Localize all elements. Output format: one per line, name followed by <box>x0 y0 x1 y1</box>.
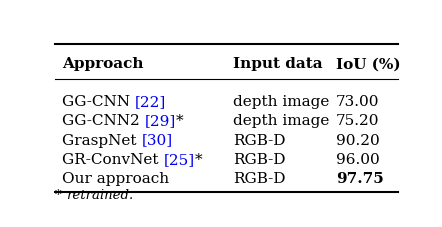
Text: *: * <box>194 152 202 166</box>
Text: GraspNet: GraspNet <box>62 133 141 147</box>
Text: Approach: Approach <box>62 57 144 71</box>
Text: [29]: [29] <box>145 114 176 128</box>
Text: GR-ConvNet: GR-ConvNet <box>62 152 164 166</box>
Text: retrained.: retrained. <box>66 188 133 201</box>
Text: 97.75: 97.75 <box>336 171 384 185</box>
Text: depth image: depth image <box>233 114 330 128</box>
Text: 90.20: 90.20 <box>336 133 380 147</box>
Text: RGB-D: RGB-D <box>233 171 286 185</box>
Text: GG-CNN: GG-CNN <box>62 95 135 109</box>
Text: Our approach: Our approach <box>62 171 169 185</box>
Text: 96.00: 96.00 <box>336 152 380 166</box>
Text: 73.00: 73.00 <box>336 95 380 109</box>
Text: RGB-D: RGB-D <box>233 152 286 166</box>
Text: [25]: [25] <box>164 152 194 166</box>
Text: 75.20: 75.20 <box>336 114 380 128</box>
Text: [30]: [30] <box>141 133 172 147</box>
Text: RGB-D: RGB-D <box>233 133 286 147</box>
Text: *: * <box>176 114 183 128</box>
Text: Input data: Input data <box>233 57 323 71</box>
Text: depth image: depth image <box>233 95 330 109</box>
Text: *: * <box>55 188 66 201</box>
Text: [22]: [22] <box>135 95 166 109</box>
Text: IoU (%): IoU (%) <box>336 57 401 71</box>
Text: GG-CNN2: GG-CNN2 <box>62 114 145 128</box>
